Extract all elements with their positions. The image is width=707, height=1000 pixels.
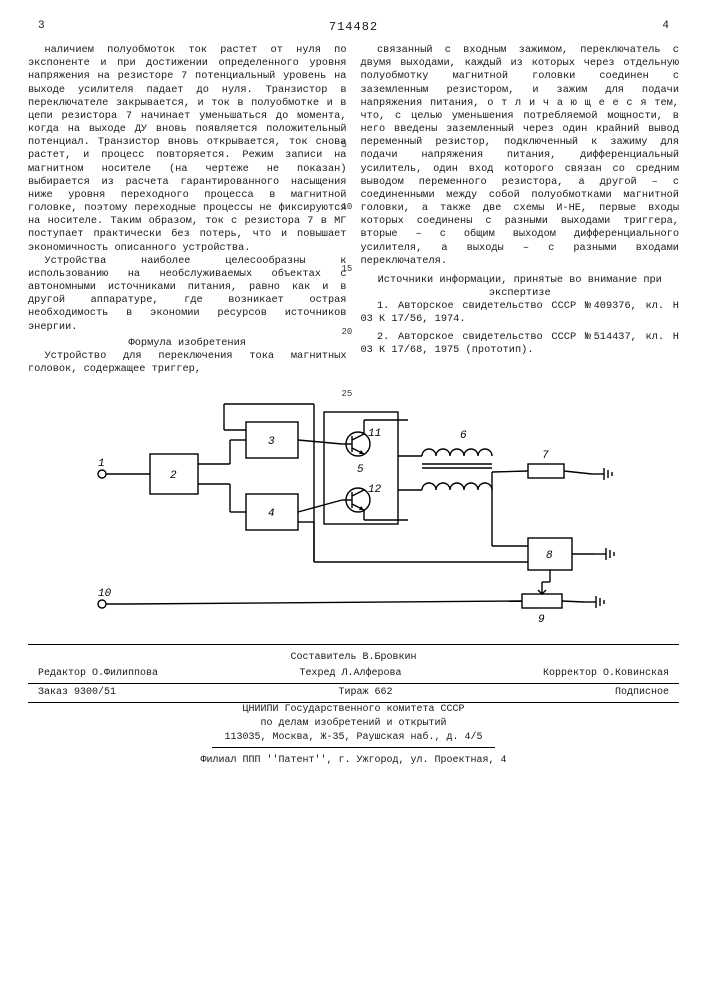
order-number: Заказ 9300/51: [38, 686, 116, 700]
colophon: Составитель В.Бровкин Редактор О.Филиппо…: [28, 644, 679, 768]
paragraph: Устройства наиболее целесообразны к испо…: [28, 255, 347, 334]
svg-text:3: 3: [268, 436, 275, 448]
page-number-right: 4: [662, 20, 669, 34]
circuit-diagram: 123451112678910: [74, 390, 634, 630]
reference: 2. Авторское свидетельство СССР №514437,…: [361, 331, 680, 357]
corrector: Корректор О.Ковинская: [543, 667, 669, 681]
svg-text:6: 6: [460, 430, 467, 442]
address: 113035, Москва, Ж-35, Раушская наб., д. …: [212, 731, 494, 748]
page-header: 3 714482 4: [28, 20, 679, 38]
subscription: Подписное: [615, 686, 669, 700]
formula-heading: Формула изобретения: [28, 337, 347, 350]
paragraph: связанный с входным зажимом, переключате…: [361, 44, 680, 268]
svg-text:7: 7: [542, 450, 549, 462]
org-line: ЦНИИПИ Государственного комитета СССР: [28, 703, 679, 717]
org-line: по делам изобретений и открытий: [28, 717, 679, 731]
svg-text:12: 12: [368, 484, 382, 496]
svg-text:9: 9: [538, 614, 545, 626]
svg-text:5: 5: [357, 464, 364, 476]
editor: Редактор О.Филиппова: [38, 667, 158, 681]
paragraph: наличием полуобмоток ток растет от нуля …: [28, 44, 347, 255]
svg-text:11: 11: [368, 428, 381, 440]
svg-text:10: 10: [98, 588, 112, 600]
column-left: наличием полуобмоток ток растет от нуля …: [28, 44, 347, 376]
reference: 1. Авторское свидетельство СССР №409376,…: [361, 300, 680, 326]
document-number: 714482: [329, 20, 378, 35]
techred: Техред Л.Алферова: [299, 667, 401, 681]
svg-text:1: 1: [98, 458, 105, 470]
svg-text:4: 4: [268, 508, 275, 520]
filial: Филиал ППП ''Патент'', г. Ужгород, ул. П…: [28, 754, 679, 768]
svg-text:2: 2: [170, 470, 177, 482]
paragraph: Устройство для переключения тока магнитн…: [28, 350, 347, 376]
page-number-left: 3: [38, 20, 45, 34]
tiraz: Тираж 662: [338, 686, 392, 700]
column-right: связанный с входным зажимом, переключате…: [361, 44, 680, 376]
sources-heading: Источники информации, принятые во вниман…: [361, 274, 680, 300]
body-text: 5 10 15 20 25 наличием полуобмоток ток р…: [28, 44, 679, 376]
compiler-line: Составитель В.Бровкин: [28, 651, 679, 665]
svg-text:8: 8: [546, 550, 553, 562]
